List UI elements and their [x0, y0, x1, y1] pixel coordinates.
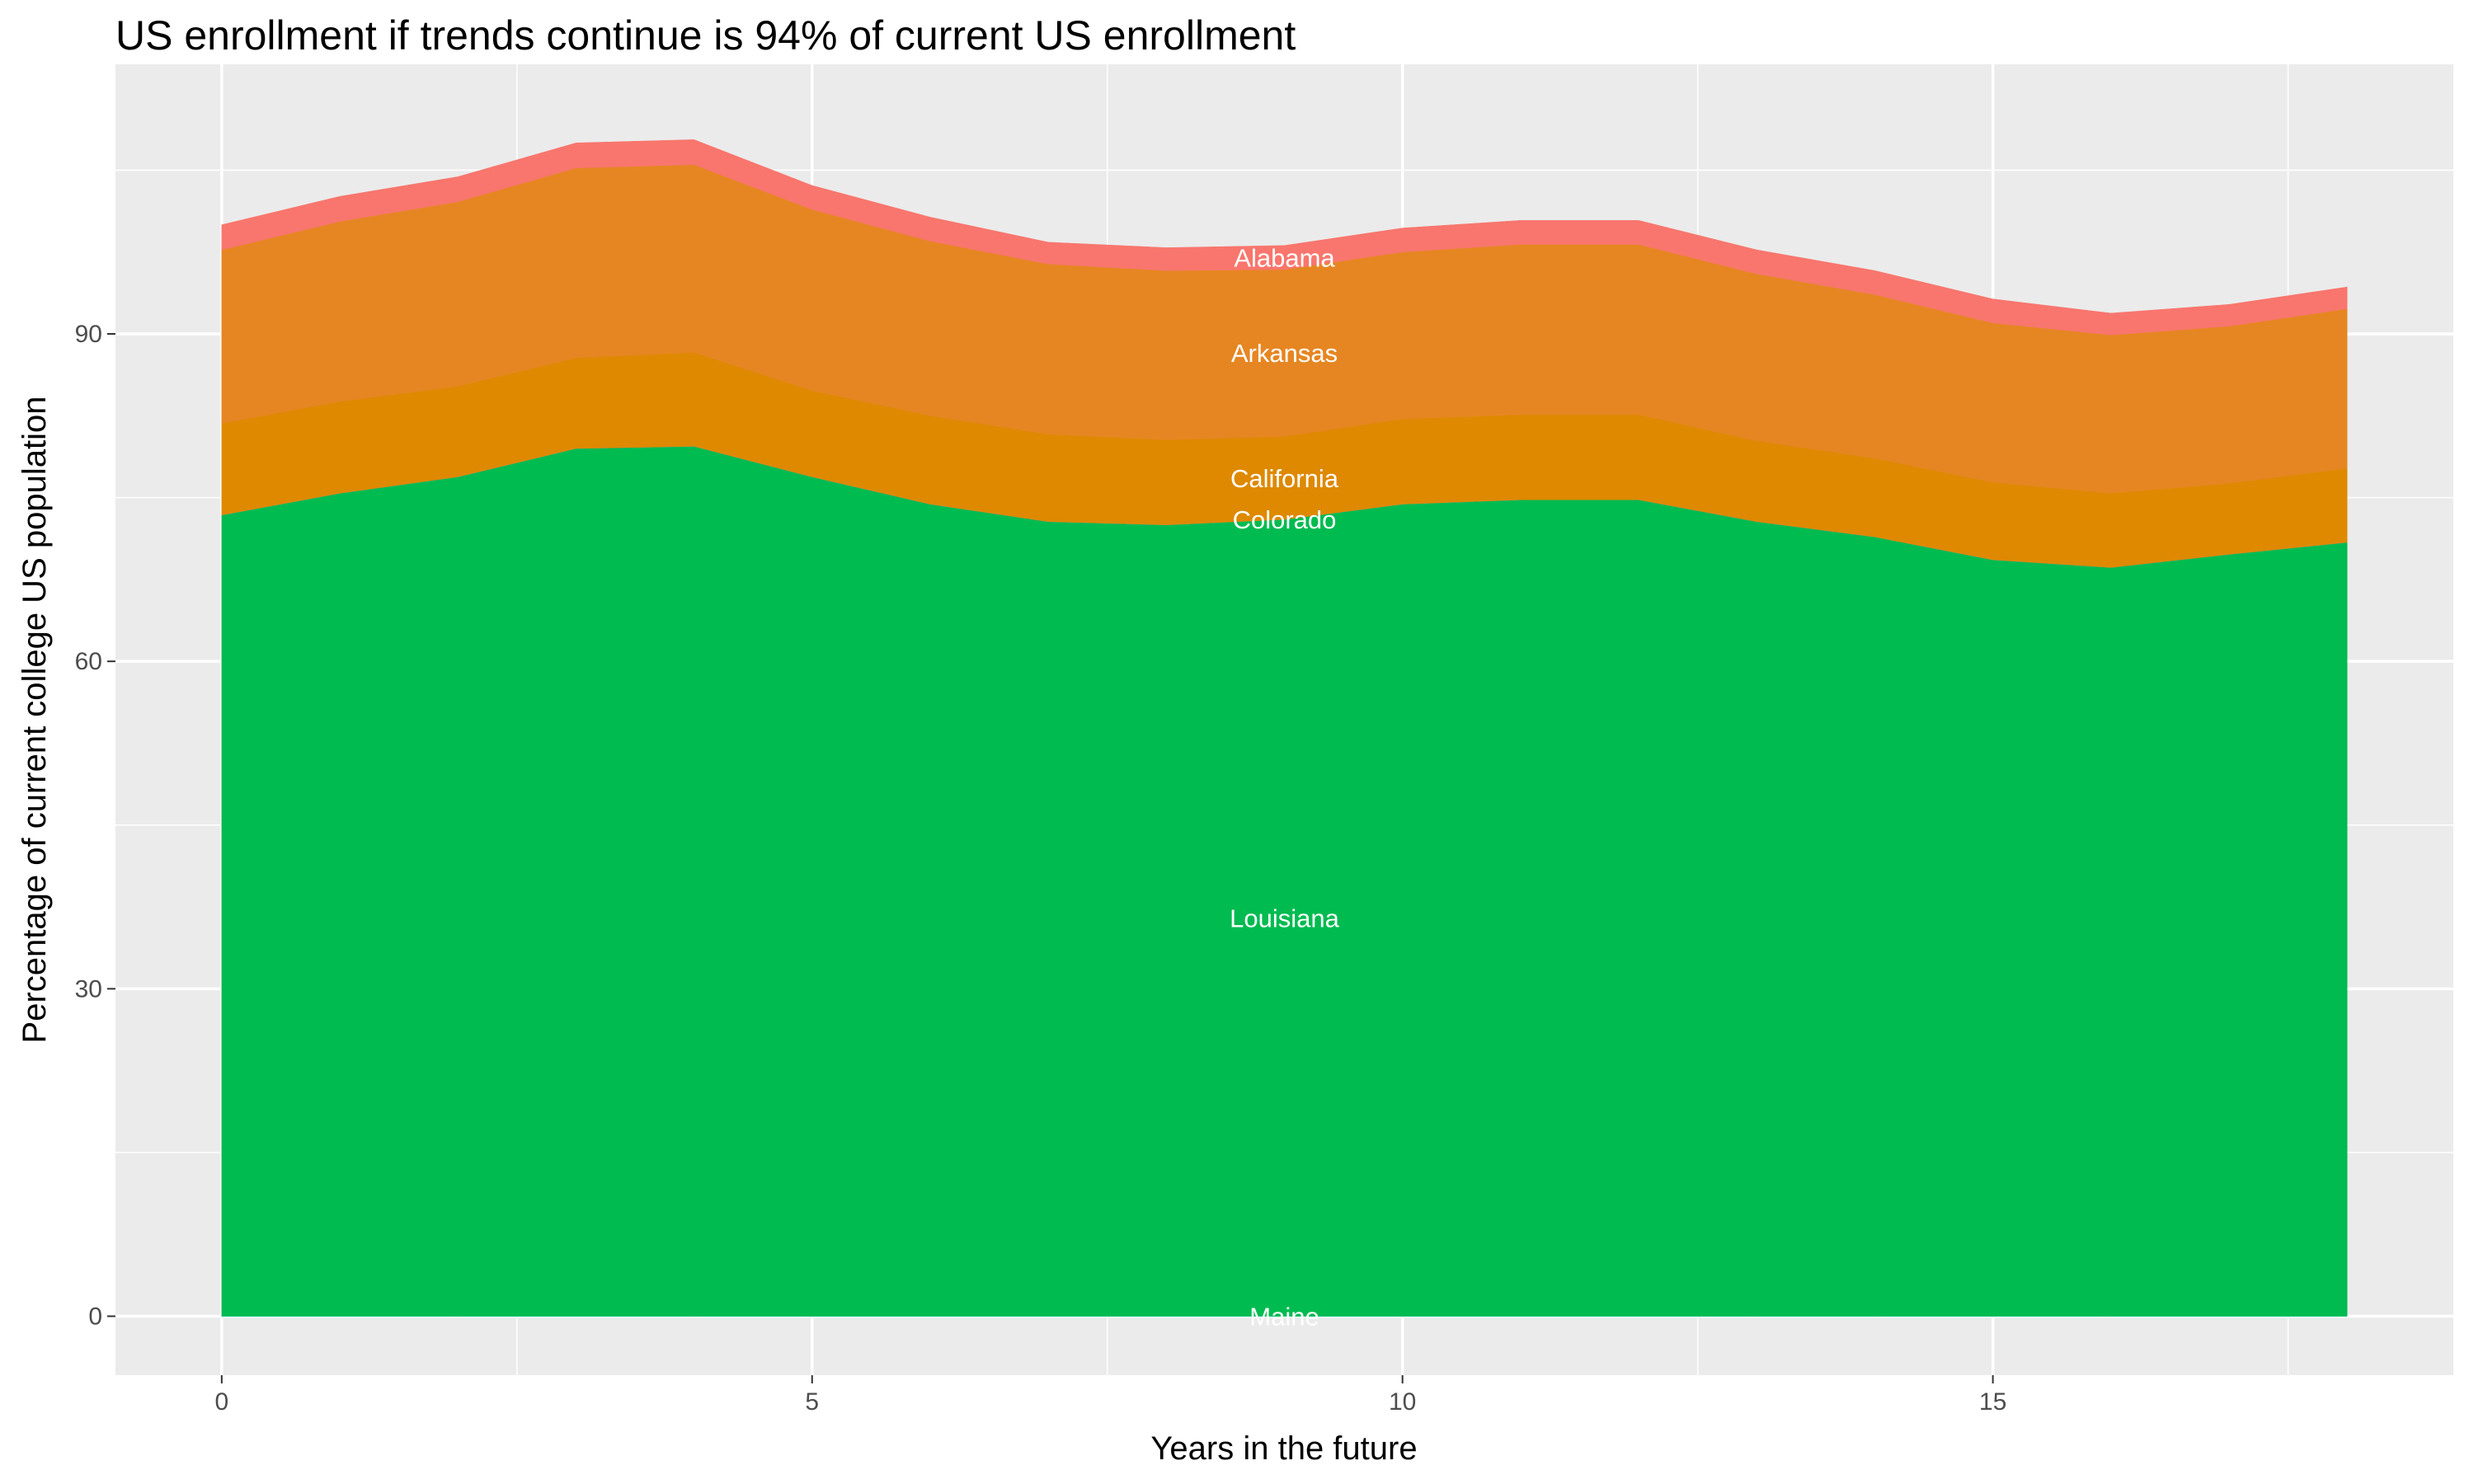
y-axis-ticks: 0 30 60 90 [75, 321, 115, 1331]
label-maine: Maine [1249, 1303, 1319, 1331]
chart-title: US enrollment if trends continue is 94% … [115, 12, 1296, 59]
label-arkansas: Arkansas [1231, 339, 1338, 368]
label-california: California [1230, 464, 1339, 493]
x-tick-label: 0 [215, 1388, 229, 1416]
x-axis-title: Years in the future [1150, 1430, 1417, 1467]
area-louisiana [221, 446, 2348, 1317]
y-tick-label: 0 [88, 1303, 102, 1331]
area-alabama [221, 139, 2348, 336]
y-tick-label: 30 [75, 975, 102, 1003]
label-alabama: Alabama [1234, 243, 1335, 272]
areas [221, 139, 2348, 1317]
y-axis-title: Percentage of current college US populat… [16, 397, 53, 1044]
x-tick-label: 10 [1389, 1388, 1416, 1416]
series-labels: Maine Louisiana Colorado California Arkansas… [1230, 243, 1339, 1331]
y-tick-label: 90 [75, 321, 102, 348]
x-axis-ticks: 0 5 10 15 [215, 1375, 2006, 1416]
label-louisiana: Louisiana [1230, 904, 1339, 932]
label-colorado: Colorado [1233, 505, 1337, 534]
x-tick-label: 5 [805, 1388, 819, 1416]
x-tick-label: 15 [1979, 1388, 2006, 1416]
y-tick-label: 60 [75, 648, 102, 675]
